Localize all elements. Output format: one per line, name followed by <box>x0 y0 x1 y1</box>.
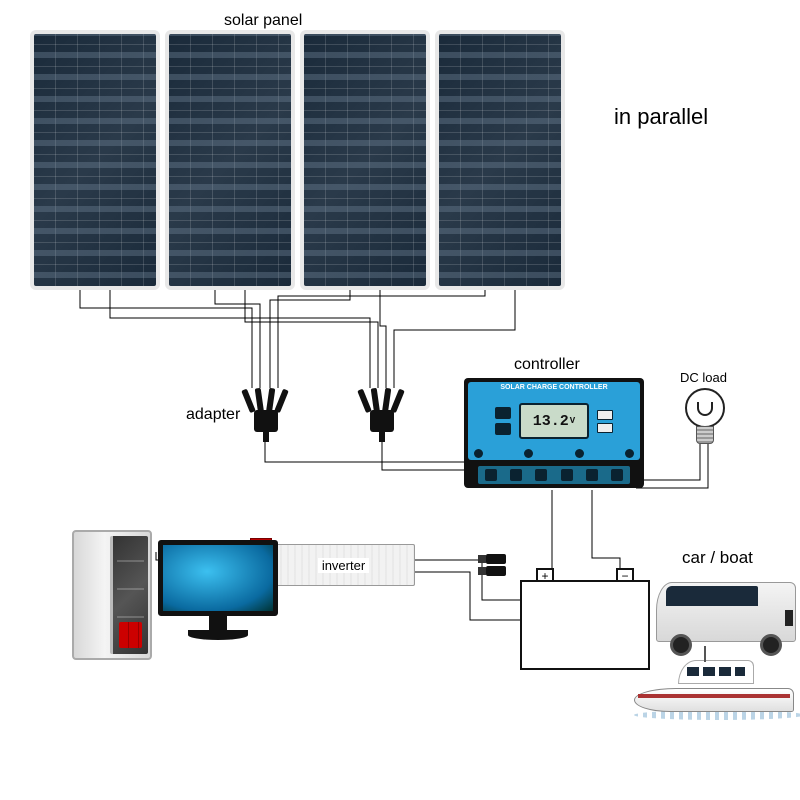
mc4-connector-icon <box>486 566 506 576</box>
in-parallel-label: in parallel <box>614 104 708 130</box>
controller-usb-ports <box>597 410 613 433</box>
solar-panel-label: solar panel <box>224 12 302 30</box>
controller-title: SOLAR CHARGE CONTROLLER <box>468 384 640 391</box>
controller-terminals <box>478 466 630 484</box>
controller-label: controller <box>514 356 580 374</box>
inverter-label: inverter <box>318 558 369 573</box>
fridge-icon <box>72 530 152 660</box>
battery-plus-terminal: + <box>536 568 554 582</box>
battery-icon: + − <box>520 588 650 670</box>
van-icon <box>656 572 796 656</box>
adapter-label: adapter <box>186 406 240 424</box>
solar-panel-2 <box>165 30 295 290</box>
mc4-adapter-negative <box>248 388 284 432</box>
mc4-adapter-positive <box>364 388 400 432</box>
controller-lcd: 13.2V <box>519 403 589 439</box>
mc4-connector-icon <box>486 554 506 564</box>
solar-panel-1 <box>30 30 160 290</box>
charge-controller: SOLAR CHARGE CONTROLLER 13.2V <box>464 378 644 488</box>
monitor-icon <box>158 540 278 650</box>
controller-buttons <box>474 449 634 458</box>
battery-minus-terminal: − <box>616 568 634 582</box>
car-boat-label: car / boat <box>682 548 753 568</box>
lightbulb-icon <box>682 388 728 458</box>
dc-load-label: DC load <box>680 370 727 385</box>
solar-panel-4 <box>435 30 565 290</box>
boat-icon <box>634 648 794 720</box>
solar-panel-3 <box>300 30 430 290</box>
